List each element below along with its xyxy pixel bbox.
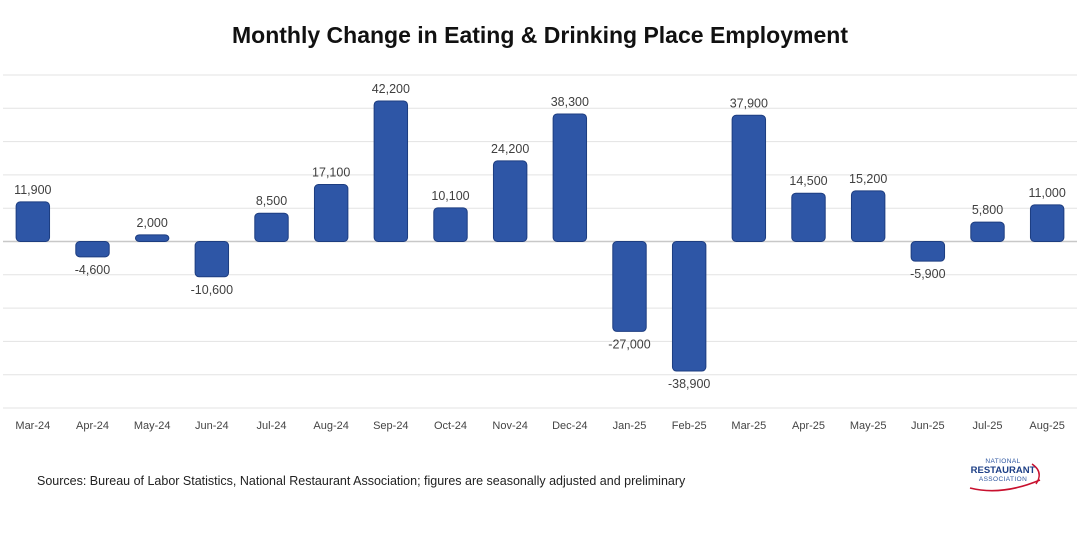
data-label: -4,600 <box>75 263 110 277</box>
x-tick-label: Mar-25 <box>731 420 766 432</box>
gridlines <box>3 74 1077 409</box>
x-tick-label: Sep-24 <box>373 420 408 432</box>
data-label: 15,200 <box>849 172 887 186</box>
bar-Sep-24 <box>373 100 409 242</box>
bar-Jan-25 <box>612 241 647 332</box>
bar-May-25 <box>850 190 886 243</box>
x-tick-label: Apr-24 <box>76 420 109 432</box>
data-label: 5,800 <box>972 203 1003 217</box>
data-label: 2,000 <box>137 216 168 230</box>
x-tick-label: Jan-25 <box>613 420 647 432</box>
x-tick-label: Oct-24 <box>434 420 467 432</box>
x-tick-label: Jul-24 <box>257 420 287 432</box>
x-tick-label: May-25 <box>850 420 887 432</box>
x-tick-label: Jun-24 <box>195 420 229 432</box>
data-label: -38,900 <box>668 377 710 391</box>
x-tick-label: May-24 <box>134 420 171 432</box>
bar-Mar-24 <box>15 201 51 242</box>
bar-Nov-24 <box>492 160 528 242</box>
data-label: 11,900 <box>14 183 51 197</box>
x-tick-label: Jun-25 <box>911 420 945 432</box>
bar-Aug-25 <box>1029 204 1065 242</box>
x-tick-label: Dec-24 <box>552 420 587 432</box>
x-tick-label: Nov-24 <box>492 420 527 432</box>
bar-Dec-24 <box>552 113 588 242</box>
source-note: Sources: Bureau of Labor Statistics, Nat… <box>37 474 686 488</box>
logo-text-line1: NATIONAL <box>985 458 1021 465</box>
chart-title: Monthly Change in Eating & Drinking Plac… <box>232 22 848 48</box>
data-label: 37,900 <box>730 96 768 110</box>
bars <box>15 100 1065 372</box>
x-tick-label: Mar-24 <box>15 420 50 432</box>
data-label: 17,100 <box>312 166 350 180</box>
bar-Aug-24 <box>313 184 349 243</box>
bar-Feb-25 <box>671 241 707 372</box>
bar-Mar-25 <box>731 114 767 242</box>
national-restaurant-association-logo: NATIONAL RESTAURANT ASSOCIATION <box>962 458 1044 494</box>
logo-text-line3: ASSOCIATION <box>978 476 1028 483</box>
x-axis-tick-labels: Mar-24 Apr-24 May-24 Jun-24 Jul-24 Aug-24 Sep-… <box>15 420 1064 432</box>
data-label: -27,000 <box>608 337 650 351</box>
x-tick-label: Aug-24 <box>313 420 348 432</box>
bar-Apr-25 <box>791 192 826 242</box>
bar-May-24 <box>134 234 170 242</box>
data-label: -10,600 <box>191 283 233 297</box>
bar-Jul-24 <box>254 212 289 243</box>
data-label: -5,900 <box>910 267 945 281</box>
bar-Oct-24 <box>433 207 468 243</box>
data-label: 14,500 <box>789 174 827 188</box>
x-tick-label: Apr-25 <box>792 420 825 432</box>
data-label: 38,300 <box>551 95 589 109</box>
x-tick-label: Jul-25 <box>973 420 1003 432</box>
data-label: 10,100 <box>431 189 469 203</box>
bar-Apr-24 <box>75 241 110 258</box>
logo-text-line2: RESTAURANT <box>970 465 1036 476</box>
data-label: 24,200 <box>491 142 529 156</box>
bar-Jun-25 <box>910 241 946 262</box>
x-tick-label: Feb-25 <box>672 420 707 432</box>
data-labels: 11,900 -4,600 2,000 -10,600 8,500 17,100 42,20… <box>14 82 1066 391</box>
data-label: 8,500 <box>256 194 287 208</box>
x-tick-label: Aug-25 <box>1029 420 1064 432</box>
bar-Jul-25 <box>970 221 1005 243</box>
bar-Jun-24 <box>194 241 230 278</box>
data-label: 42,200 <box>372 82 410 96</box>
data-label: 11,000 <box>1029 186 1066 200</box>
logo-swoosh-icon <box>969 463 1041 492</box>
